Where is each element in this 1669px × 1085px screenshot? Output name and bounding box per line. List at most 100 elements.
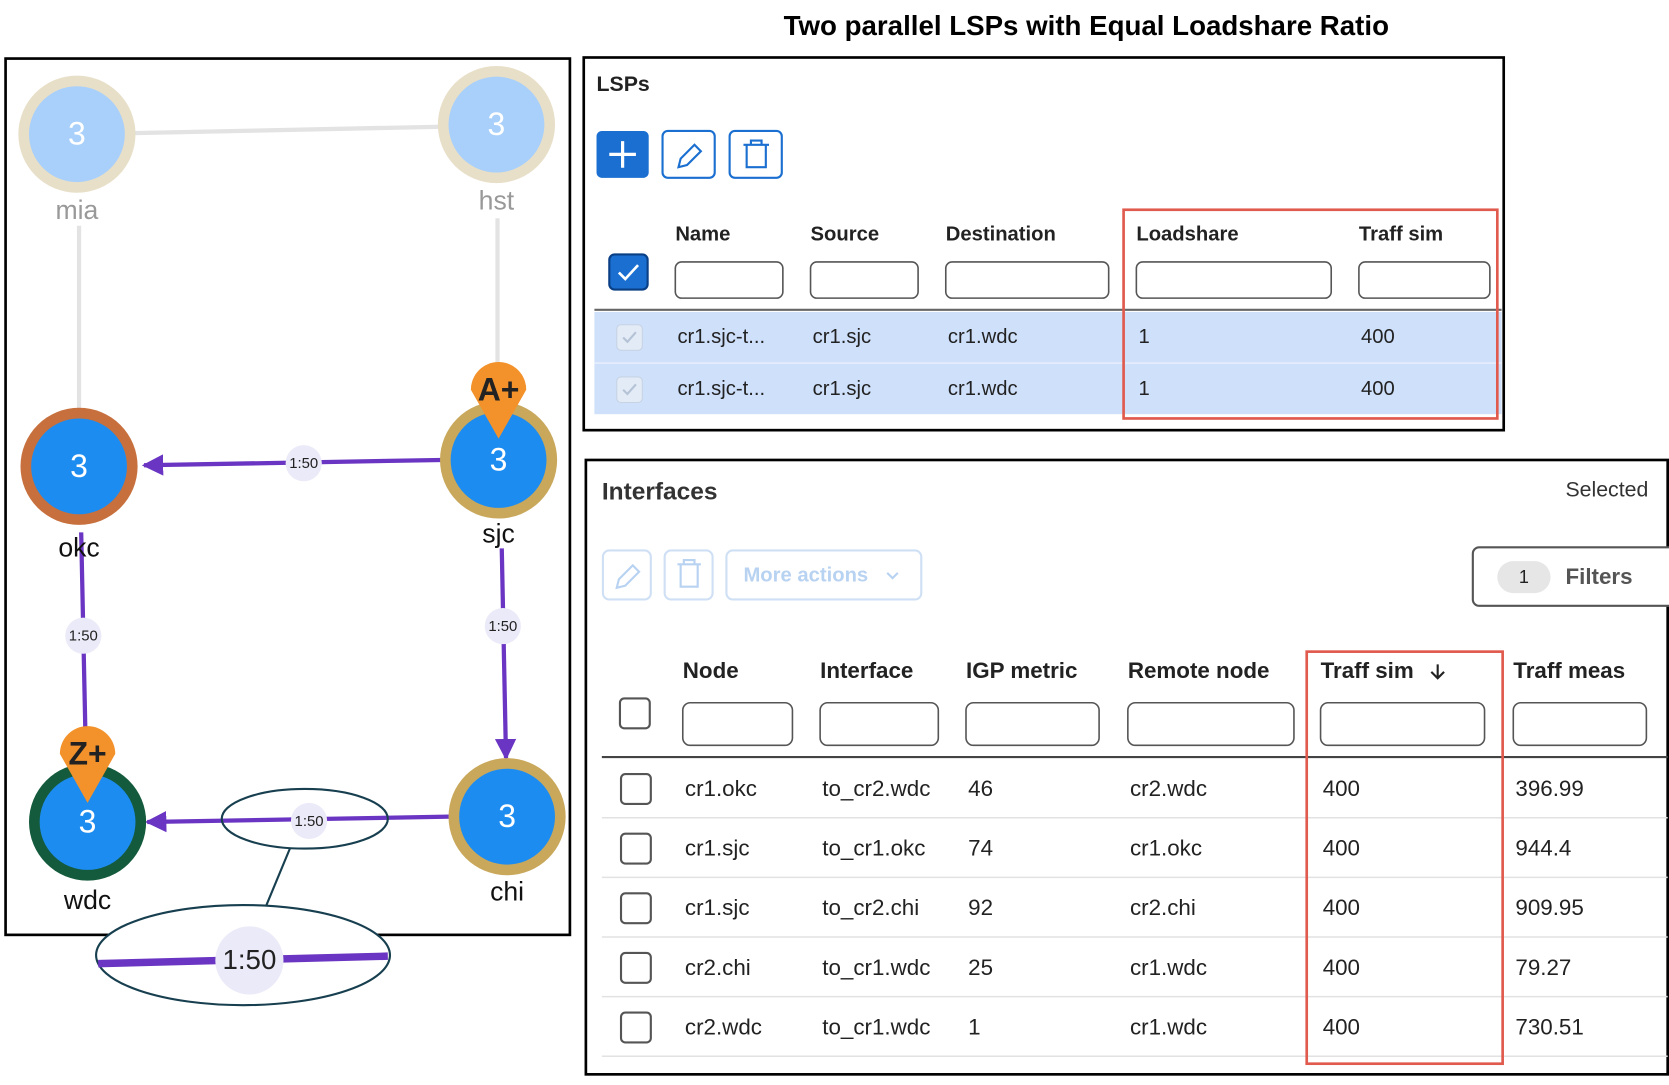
row-checkbox[interactable]	[619, 1011, 652, 1044]
node-label: sjc	[482, 519, 515, 549]
delete-icon	[743, 139, 770, 169]
node[interactable]	[31, 418, 127, 515]
cell: cr2.wdc	[685, 1014, 762, 1039]
filter-input[interactable]	[944, 261, 1110, 299]
filter-input[interactable]	[1127, 701, 1295, 747]
column-header: IGP metric	[966, 658, 1077, 683]
cell: cr1.sjc	[685, 836, 750, 861]
link-label: 1:50	[488, 619, 517, 635]
delete-button[interactable]	[663, 549, 714, 601]
link-label-bg	[290, 802, 328, 840]
cell: cr2.wdc	[1130, 776, 1207, 801]
node-label: chi	[490, 876, 524, 906]
zoom-source	[220, 787, 389, 850]
check-icon	[617, 264, 640, 281]
filter-input[interactable]	[1135, 261, 1333, 299]
node[interactable]	[29, 86, 125, 183]
node-count: 3	[68, 116, 86, 152]
column-header: Node	[683, 658, 739, 683]
select-all-checkbox[interactable]	[618, 697, 651, 730]
filter-input[interactable]	[674, 261, 784, 299]
link-label: 1:50	[289, 456, 318, 472]
filter-input[interactable]	[965, 701, 1100, 747]
cell: to_cr2.chi	[822, 895, 919, 920]
add-icon	[609, 141, 636, 168]
endpoint-marker	[59, 726, 116, 803]
cell: 74	[968, 836, 993, 861]
row-checkbox[interactable]	[616, 376, 643, 404]
delete-icon	[677, 559, 701, 588]
selected-label: Selected	[1565, 477, 1648, 501]
cell: to_cr1.wdc	[822, 955, 930, 980]
more-actions-label: More actions	[743, 564, 868, 586]
node[interactable]	[39, 774, 136, 870]
row-checkbox[interactable]	[616, 324, 643, 351]
row-checkbox[interactable]	[619, 892, 652, 925]
filter-input[interactable]	[1358, 261, 1491, 299]
endpoint-label: A+	[478, 371, 520, 407]
row-checkbox[interactable]	[619, 951, 652, 984]
cell: cr1.sjc	[813, 326, 871, 348]
cell: 400	[1361, 378, 1395, 400]
cell: to_cr2.wdc	[822, 776, 930, 801]
node-count: 3	[79, 804, 97, 840]
cell: 1	[1138, 326, 1149, 348]
edit-icon	[615, 563, 641, 590]
more-actions-button[interactable]	[725, 549, 923, 601]
node-count: 3	[70, 448, 88, 484]
edit-button[interactable]	[661, 129, 716, 179]
filter-input[interactable]	[1319, 701, 1486, 747]
filter-input[interactable]	[681, 701, 794, 747]
node[interactable]	[448, 76, 545, 173]
cell: 400	[1323, 1014, 1360, 1039]
node-label: okc	[58, 532, 99, 562]
row-checkbox[interactable]	[619, 773, 652, 805]
select-all-checkbox[interactable]	[608, 253, 649, 291]
edit-button[interactable]	[601, 549, 652, 601]
filter-input[interactable]	[809, 261, 919, 299]
chevron-icon	[886, 572, 899, 580]
delete-button[interactable]	[728, 129, 783, 179]
column-header: Name	[675, 224, 730, 246]
endpoint-marker	[470, 362, 527, 439]
link-label: 1:50	[295, 814, 324, 830]
node-label: wdc	[63, 885, 111, 915]
sort-icon	[1430, 664, 1445, 680]
filters-label: Filters	[1565, 564, 1632, 589]
cell: 400	[1361, 326, 1395, 348]
cell: 25	[968, 955, 993, 980]
cell: 1	[968, 1014, 980, 1039]
link-label-bg	[484, 607, 521, 645]
lsps-title: LSPs	[597, 72, 650, 96]
cell: 400	[1323, 836, 1360, 861]
row-checkbox[interactable]	[619, 832, 652, 865]
zoom-label: 1:50	[222, 944, 276, 975]
cell: 909.95	[1515, 895, 1583, 920]
cell: 92	[968, 895, 993, 920]
cell: 79.27	[1515, 955, 1571, 980]
cell: cr1.wdc	[1130, 1014, 1207, 1039]
edge	[494, 548, 517, 761]
check-icon	[622, 331, 637, 344]
node[interactable]	[459, 768, 555, 865]
cell: 1	[1138, 378, 1149, 400]
edge	[133, 124, 442, 136]
node-label: hst	[479, 185, 515, 215]
cell: 396.99	[1515, 776, 1583, 801]
cell: cr1.sjc	[685, 895, 750, 920]
endpoint-label: Z+	[68, 735, 106, 771]
column-header: Source	[811, 224, 880, 246]
filter-input[interactable]	[1512, 701, 1648, 747]
cell: cr1.wdc	[948, 326, 1018, 348]
cell: 730.51	[1515, 1014, 1583, 1039]
cell: cr1.sjc-t...	[677, 326, 765, 348]
cell: to_cr1.wdc	[822, 1014, 930, 1039]
node[interactable]	[450, 412, 547, 508]
lsps-table: Name Source Destination Loadshare Traff sim c…	[594, 224, 1502, 404]
node-label: mia	[55, 195, 98, 225]
cell: 46	[968, 776, 993, 801]
filter-count: 1	[1519, 567, 1529, 587]
cell: 400	[1323, 895, 1360, 920]
filter-input[interactable]	[819, 701, 940, 747]
